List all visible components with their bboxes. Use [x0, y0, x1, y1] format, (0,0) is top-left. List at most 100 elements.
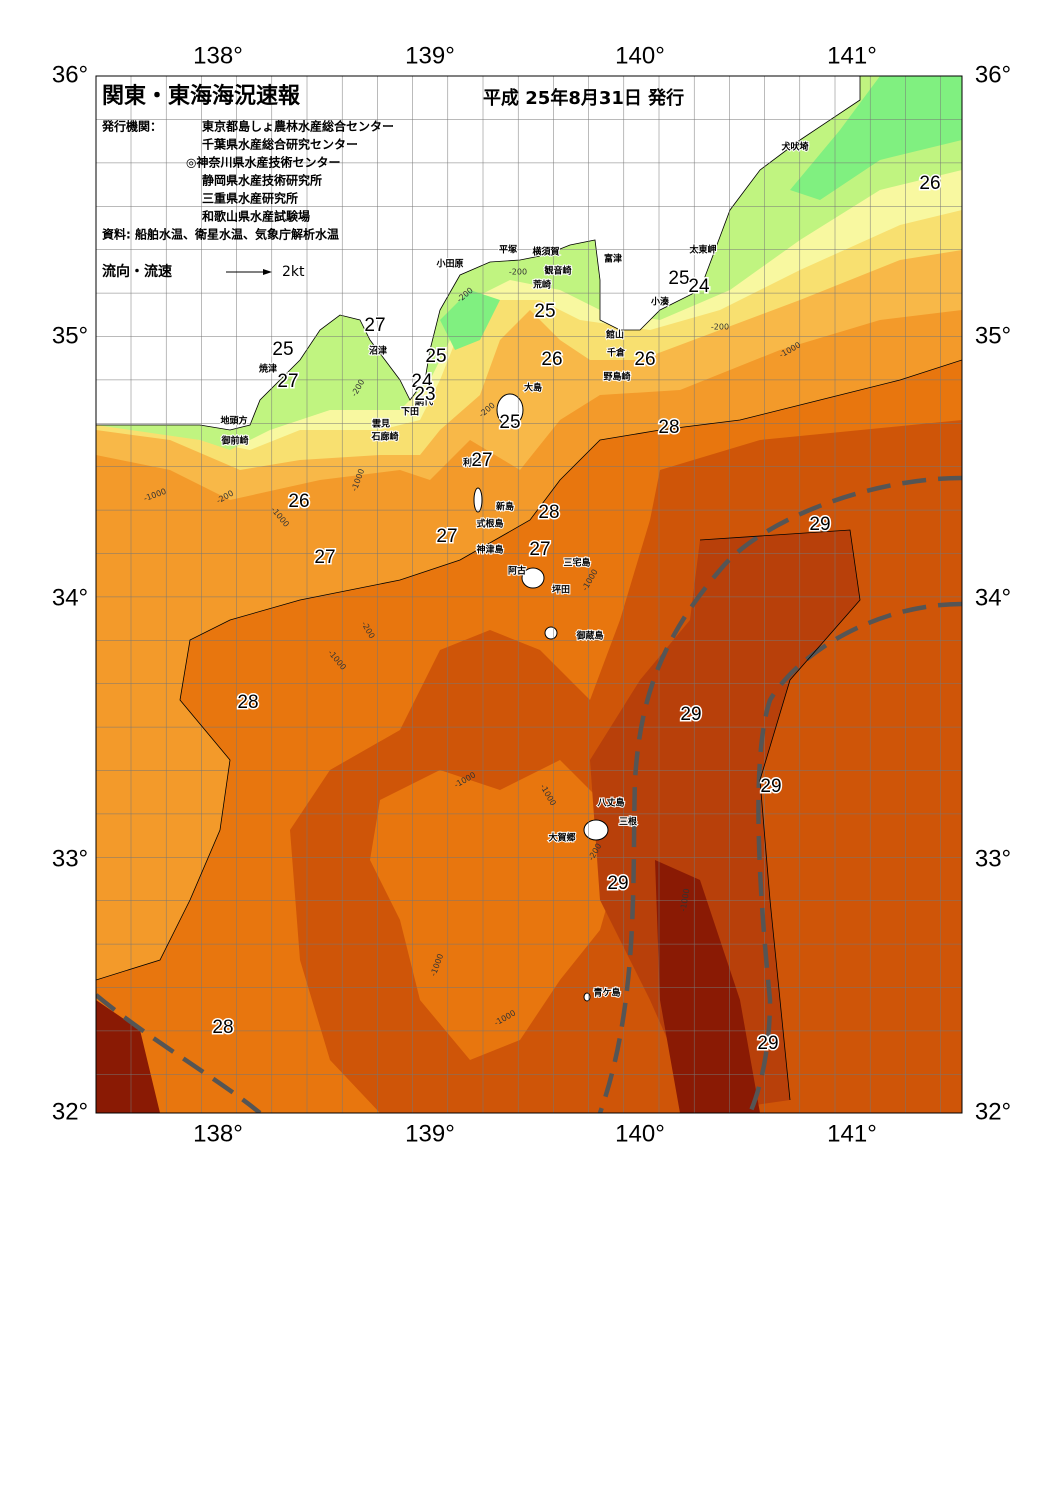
current-axis: [96, 475, 962, 1113]
place-name: 犬吠埼: [780, 141, 808, 153]
issuer: 千葉県水産総合研究センター: [202, 137, 358, 152]
latitude-label: 33°: [975, 845, 1011, 872]
isotherm-label: 28: [212, 1017, 233, 1038]
isotherm-label: 23: [414, 384, 435, 405]
place-name: 大島: [524, 382, 542, 394]
isotherm-label: 25: [668, 268, 689, 289]
longitude-label: 141°: [827, 42, 877, 69]
sea-zone: [590, 530, 860, 1113]
issuer: ◎神奈川県水産技術センター: [186, 155, 340, 170]
isotherm-label: 25: [425, 346, 446, 367]
isotherm-label: 26: [288, 491, 309, 512]
place-name: 荒崎: [532, 279, 551, 291]
isotherm-label: 27: [529, 539, 550, 560]
source: 資料: 船舶水温、衛星水温、気象庁解析水温: [102, 227, 339, 242]
place-name: 館山: [605, 329, 624, 341]
issuer: 静岡県水産技術研究所: [202, 173, 322, 188]
current-line: [747, 601, 962, 1113]
place-name: 新島: [496, 501, 514, 513]
graticule: [96, 76, 962, 1113]
isotherm-label: 27: [277, 371, 298, 392]
map: [96, 76, 962, 1113]
place-name: 雲見: [372, 418, 390, 430]
place-name: 平塚: [499, 244, 517, 256]
longitude-label: 139°: [405, 42, 455, 69]
latitude-label: 34°: [975, 584, 1011, 611]
place-name: 青ケ島: [593, 987, 620, 999]
place-name: 石廊崎: [370, 431, 398, 443]
isotherm: [699, 529, 861, 1101]
issuer: 東京都島しょ農林水産総合センター: [202, 119, 394, 134]
latitude-label: 36°: [52, 61, 88, 88]
place-name: 千倉: [607, 347, 626, 359]
place-name: 八丈島: [596, 797, 624, 809]
isotherms: [96, 359, 962, 1101]
isotherm-label: 29: [607, 873, 628, 894]
flow-label: 流向・流速: [102, 263, 172, 280]
issuer: 和歌山県水産試験場: [201, 209, 310, 224]
sea-zone: [96, 860, 760, 1113]
place-name: 富津: [604, 253, 622, 265]
depth-label: -200: [711, 323, 729, 332]
place-name: 小田原: [435, 258, 463, 270]
isotherm-label: 29: [760, 776, 781, 797]
isotherm-label: 25: [499, 412, 520, 433]
place-name: 三宅島: [563, 557, 590, 569]
isotherm-label: 26: [634, 349, 655, 370]
island: [544, 626, 558, 640]
longitude-label: 138°: [193, 1120, 243, 1147]
isotherm-label: 24: [688, 276, 710, 297]
place-name: 下田: [401, 407, 419, 418]
isotherm-label: 28: [658, 417, 679, 438]
isotherm-label: 29: [757, 1033, 778, 1054]
latitude-label: 35°: [975, 322, 1011, 349]
longitude-label: 139°: [405, 1120, 455, 1147]
island: [583, 992, 591, 1002]
place-name: 網代: [415, 396, 433, 408]
island: [583, 819, 609, 841]
place-name: 小湊: [650, 296, 670, 308]
isotherm-label: 26: [919, 173, 940, 194]
current-line: [597, 475, 962, 1113]
depth-label: -1000: [679, 888, 692, 912]
title: 関東・東海海況速報: [102, 83, 301, 109]
isotherm-label: 26: [541, 349, 562, 370]
place-name: 焼津: [259, 363, 277, 375]
place-name: 観音崎: [544, 265, 571, 277]
sea-zone: [440, 76, 962, 350]
place-name: 大賀郷: [548, 832, 575, 844]
place-name: 太東岬: [688, 244, 716, 256]
place-name: 地頭方: [220, 415, 247, 427]
islands: [473, 393, 609, 1002]
isotherm-label: 24: [411, 371, 433, 392]
place-name: 神津島: [476, 544, 503, 556]
isotherm-label: 27: [364, 315, 385, 336]
longitude-label: 140°: [615, 1120, 665, 1147]
latitude-label: 36°: [975, 61, 1011, 88]
longitude-label: 141°: [827, 1120, 877, 1147]
isotherm-label: 28: [538, 502, 559, 523]
longitude-label: 138°: [193, 42, 243, 69]
place-name: 沼津: [369, 345, 387, 357]
isotherm-label: 29: [680, 704, 701, 725]
place-name: 横須賀: [532, 246, 559, 258]
island: [496, 393, 524, 427]
place-name: 野島崎: [603, 371, 630, 383]
issue-date: 平成 25年8月31日 発行: [483, 87, 684, 109]
place-name: 利島: [462, 457, 481, 469]
island: [473, 487, 483, 513]
latitude-label: 33°: [52, 845, 88, 872]
land: [96, 76, 861, 431]
isotherm: [96, 359, 962, 981]
isotherm-label: 25: [272, 339, 293, 360]
latitude-label: 34°: [52, 584, 88, 611]
flow-arrow-head: [263, 269, 272, 275]
longitude-label: 140°: [615, 42, 665, 69]
place-name: 御蔵島: [575, 630, 603, 642]
place-name: 坪田: [552, 584, 570, 596]
isotherm-label: 25: [534, 301, 555, 322]
isotherm-label: 28: [237, 692, 258, 713]
latitude-label: 32°: [52, 1098, 88, 1125]
current-line: [96, 993, 262, 1113]
